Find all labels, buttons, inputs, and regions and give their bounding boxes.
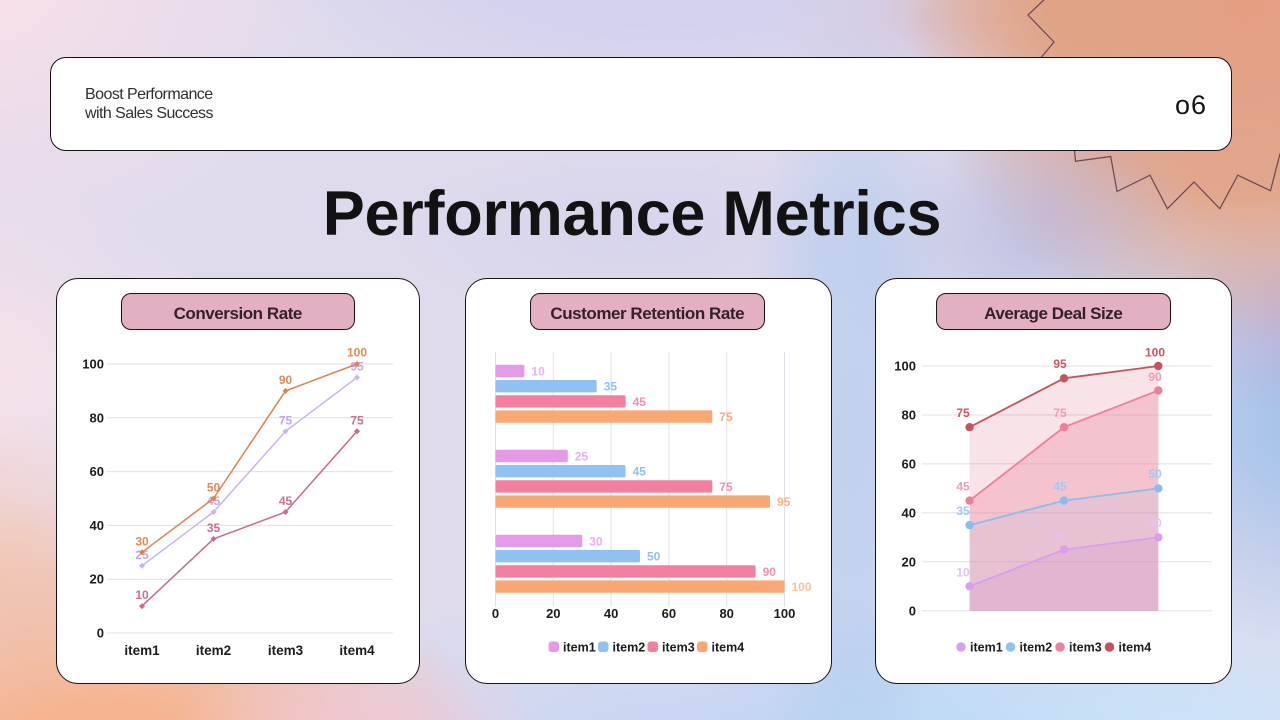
- svg-text:25: 25: [1053, 529, 1067, 543]
- svg-text:90: 90: [1148, 370, 1162, 384]
- svg-text:30: 30: [135, 534, 149, 548]
- svg-text:20: 20: [546, 606, 560, 621]
- svg-text:80: 80: [90, 410, 104, 425]
- svg-text:item1: item1: [970, 641, 1003, 655]
- svg-text:20: 20: [90, 572, 104, 587]
- svg-text:35: 35: [207, 521, 221, 535]
- svg-text:item3: item3: [268, 643, 304, 658]
- svg-text:10: 10: [956, 566, 970, 580]
- svg-text:0: 0: [492, 606, 499, 621]
- svg-text:item4: item4: [1119, 641, 1152, 655]
- svg-text:item1: item1: [124, 643, 160, 658]
- svg-text:35: 35: [604, 380, 618, 394]
- svg-text:45: 45: [633, 395, 647, 409]
- svg-text:80: 80: [902, 408, 916, 423]
- svg-text:50: 50: [1148, 467, 1162, 481]
- svg-text:20: 20: [902, 554, 916, 569]
- svg-text:90: 90: [279, 373, 293, 387]
- svg-text:100: 100: [82, 357, 104, 372]
- svg-text:95: 95: [1053, 357, 1067, 371]
- svg-text:item2: item2: [196, 643, 231, 658]
- svg-text:item2: item2: [613, 641, 646, 655]
- svg-text:100: 100: [894, 359, 916, 374]
- svg-text:50: 50: [207, 481, 221, 495]
- svg-text:75: 75: [1053, 406, 1067, 420]
- svg-text:item3: item3: [662, 641, 695, 655]
- svg-text:item3: item3: [1069, 641, 1102, 655]
- svg-text:90: 90: [763, 565, 777, 579]
- svg-text:60: 60: [902, 456, 916, 471]
- svg-text:75: 75: [719, 410, 733, 424]
- svg-text:75: 75: [279, 413, 293, 427]
- svg-text:100: 100: [774, 606, 796, 621]
- svg-text:0: 0: [97, 626, 104, 641]
- svg-text:30: 30: [1148, 516, 1162, 530]
- svg-text:60: 60: [662, 606, 676, 621]
- svg-text:100: 100: [792, 580, 812, 594]
- svg-text:75: 75: [956, 406, 970, 420]
- svg-text:95: 95: [777, 495, 791, 509]
- svg-text:100: 100: [347, 346, 367, 360]
- svg-text:45: 45: [1053, 480, 1067, 494]
- svg-text:35: 35: [956, 504, 970, 518]
- svg-text:100: 100: [1145, 346, 1165, 360]
- svg-text:0: 0: [909, 603, 916, 618]
- svg-text:30: 30: [589, 535, 603, 549]
- svg-text:80: 80: [719, 606, 733, 621]
- svg-text:10: 10: [531, 365, 545, 379]
- svg-text:50: 50: [647, 550, 661, 564]
- svg-text:60: 60: [90, 464, 104, 479]
- svg-text:40: 40: [902, 505, 916, 520]
- svg-text:item1: item1: [563, 641, 596, 655]
- svg-text:75: 75: [350, 413, 364, 427]
- svg-text:40: 40: [604, 606, 618, 621]
- svg-text:45: 45: [279, 494, 293, 508]
- svg-text:item2: item2: [1020, 641, 1053, 655]
- svg-text:10: 10: [135, 588, 149, 602]
- svg-text:45: 45: [956, 480, 970, 494]
- svg-text:75: 75: [719, 480, 733, 494]
- svg-text:item4: item4: [712, 641, 745, 655]
- svg-text:40: 40: [90, 518, 104, 533]
- svg-text:45: 45: [633, 465, 647, 479]
- svg-text:item4: item4: [339, 643, 375, 658]
- svg-text:25: 25: [575, 450, 589, 464]
